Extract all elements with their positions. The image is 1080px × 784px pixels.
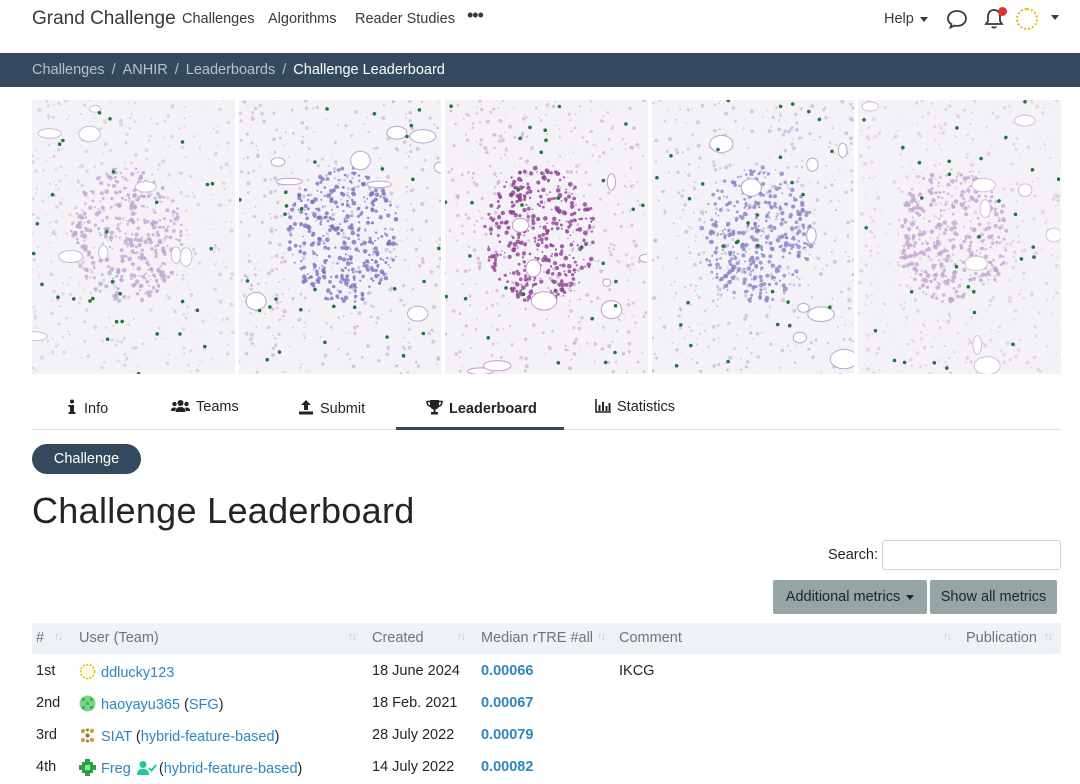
sort-icon[interactable]: ↑↓ <box>457 631 466 643</box>
search-label: Search: <box>828 547 878 563</box>
breadcrumb-challenges[interactable]: Challenges <box>32 62 105 78</box>
user-cell: SIAT (hybrid-feature-based) <box>79 727 279 745</box>
page-title: Challenge Leaderboard <box>32 490 415 531</box>
column-header-comment[interactable]: Comment <box>619 630 682 646</box>
metric-cell[interactable]: 0.00067 <box>481 695 534 711</box>
chevron-down-icon[interactable] <box>1051 15 1059 20</box>
sort-icon[interactable]: ↑↓ <box>597 631 606 643</box>
column-header-metric[interactable]: Median rTRE #all <box>481 630 594 646</box>
table-row: 4th Freg (hybrid-feature-based) 14 July … <box>32 751 1061 783</box>
search-input[interactable] <box>882 540 1061 570</box>
user-link[interactable]: SIAT <box>101 729 132 745</box>
additional-metrics-label: Additional metrics <box>785 589 901 605</box>
more-menu-icon[interactable]: ••• <box>467 5 484 25</box>
tab-statistics[interactable]: Statistics <box>595 390 675 430</box>
user-link[interactable]: haoyayu365 <box>101 697 181 713</box>
banner-tissue-image-5 <box>858 100 1061 374</box>
nav-algorithms[interactable]: Algorithms <box>268 11 337 27</box>
user-link[interactable]: ddlucky123 <box>101 665 175 681</box>
breadcrumb-current: Challenge Leaderboard <box>293 62 445 78</box>
created-cell: 18 Feb. 2021 <box>372 695 458 711</box>
chat-icon[interactable] <box>946 8 968 35</box>
banner-tissue-image-1 <box>32 100 235 374</box>
metric-cell[interactable]: 0.00079 <box>481 727 534 743</box>
brand-logo-text[interactable]: Grand Challenge <box>32 8 176 29</box>
chevron-down-icon <box>906 594 915 600</box>
rank-cell: 1st <box>36 663 56 679</box>
metric-cell[interactable]: 0.00066 <box>481 663 534 679</box>
upload-icon <box>298 399 314 419</box>
tab-statistics-label: Statistics <box>617 399 676 415</box>
trophy-icon <box>426 399 443 419</box>
user-avatar[interactable] <box>79 727 96 744</box>
team-link[interactable]: SFG <box>188 697 219 713</box>
help-label: Help <box>884 11 914 27</box>
team-link[interactable]: hybrid-feature-based <box>140 729 275 745</box>
show-all-metrics-button[interactable]: Show all metrics <box>930 580 1057 614</box>
tab-info[interactable]: Info <box>66 390 108 430</box>
metric-cell[interactable]: 0.00082 <box>481 759 534 775</box>
rank-cell: 3rd <box>36 727 57 743</box>
verified-user-icon <box>136 760 157 780</box>
user-link[interactable]: Freg <box>101 761 131 777</box>
created-cell: 18 June 2024 <box>372 663 460 679</box>
team-link[interactable]: hybrid-feature-based <box>163 761 298 777</box>
created-cell: 14 July 2022 <box>372 759 455 775</box>
phase-pill-challenge[interactable]: Challenge <box>32 444 141 474</box>
banner-tissue-image-2 <box>238 100 442 374</box>
tab-leaderboard[interactable]: Leaderboard <box>396 390 564 430</box>
top-navbar: Grand Challenge Challenges Algorithms Re… <box>0 0 1080 53</box>
info-icon <box>66 399 78 419</box>
leaderboard-table-header: # ↑↓ User (Team) ↑↓ Created ↑↓ Median rT… <box>32 623 1061 654</box>
column-header-created[interactable]: Created <box>372 630 424 646</box>
tab-submit-label: Submit <box>320 401 366 417</box>
column-header-user[interactable]: User (Team) <box>79 630 159 646</box>
sort-icon[interactable]: ↑↓ <box>1044 631 1053 643</box>
sort-icon[interactable]: ↑↓ <box>943 631 952 643</box>
challenge-banner <box>32 100 1061 374</box>
column-header-rank[interactable]: # <box>36 630 45 646</box>
tab-teams-label: Teams <box>196 399 239 415</box>
user-avatar[interactable] <box>79 695 96 712</box>
tab-info-label: Info <box>84 401 109 417</box>
chart-icon <box>595 399 611 417</box>
user-cell: ddlucky123 <box>79 663 174 681</box>
rank-cell: 4th <box>36 759 57 775</box>
help-dropdown[interactable]: Help <box>884 11 928 27</box>
rank-cell: 2nd <box>36 695 61 711</box>
nav-challenges[interactable]: Challenges <box>182 11 255 27</box>
nav-reader-studies[interactable]: Reader Studies <box>355 11 455 27</box>
banner-tissue-image-3 <box>445 100 648 374</box>
user-cell: Freg (hybrid-feature-based) <box>79 759 302 780</box>
breadcrumb-leaderboards[interactable]: Leaderboards <box>185 62 276 78</box>
created-cell: 28 July 2022 <box>372 727 455 743</box>
chevron-down-icon <box>919 16 928 22</box>
tab-submit[interactable]: Submit <box>298 390 365 430</box>
bell-icon[interactable] <box>983 7 1005 36</box>
banner-tissue-image-4 <box>651 100 855 374</box>
tab-leaderboard-label: Leaderboard <box>449 401 537 417</box>
breadcrumb-anhir[interactable]: ANHIR <box>122 62 168 78</box>
table-row: 3rd SIAT (hybrid-feature-based) 28 July … <box>32 719 1061 751</box>
breadcrumb: Challenges / ANHIR / Leaderboards / Challenge … <box>32 62 445 78</box>
users-icon <box>171 399 190 417</box>
table-row: 2nd haoyayu365 (SFG) 18 Feb. 2021 0.0006… <box>32 687 1061 719</box>
comment-cell: IKCG <box>619 663 655 679</box>
table-row: 1st ddlucky123 18 June 2024 0.00066 IKCG <box>32 655 1061 687</box>
additional-metrics-button[interactable]: Additional metrics <box>773 580 927 614</box>
user-avatar[interactable] <box>79 663 96 680</box>
sort-icon[interactable]: ↑↓ <box>348 631 357 643</box>
user-avatar[interactable] <box>79 759 96 776</box>
challenge-tabs: Info Teams Submit Leaderboard Statistics <box>32 390 1061 430</box>
tab-teams[interactable]: Teams <box>171 390 239 430</box>
sort-icon[interactable]: ↑↓ <box>54 631 63 643</box>
notification-dot <box>998 7 1007 16</box>
user-avatar[interactable] <box>1016 8 1038 30</box>
breadcrumb-bar: Challenges / ANHIR / Leaderboards / Challenge … <box>0 53 1080 87</box>
user-cell: haoyayu365 (SFG) <box>79 695 224 713</box>
column-header-publication[interactable]: Publication <box>966 630 1037 646</box>
